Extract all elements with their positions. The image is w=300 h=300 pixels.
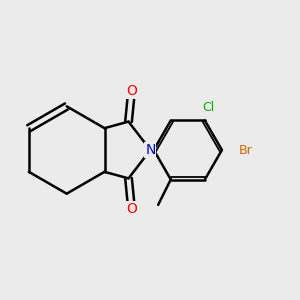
Text: N: N xyxy=(145,143,156,157)
Text: Br: Br xyxy=(239,143,253,157)
Text: O: O xyxy=(126,84,137,98)
Text: Cl: Cl xyxy=(202,101,214,114)
Text: O: O xyxy=(126,202,137,216)
